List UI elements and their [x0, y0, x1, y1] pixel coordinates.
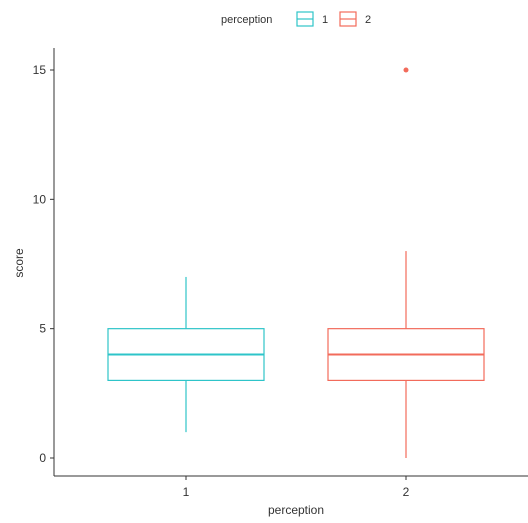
- y-axis-title: score: [12, 248, 26, 278]
- legend-label-1: 1: [322, 14, 328, 26]
- x-axis-title: perception: [268, 503, 324, 517]
- boxes: [108, 68, 484, 459]
- x-tick-label-2: 2: [403, 485, 410, 499]
- legend-title: perception: [221, 14, 272, 26]
- outlier-2-0: [404, 68, 409, 73]
- box-2: [328, 68, 484, 459]
- legend-label-2: 2: [365, 14, 371, 26]
- y-tick-label-10: 10: [33, 192, 47, 206]
- box-1: [108, 277, 264, 432]
- y-tick-label-5: 5: [39, 322, 46, 336]
- y-axis-ticks: 0 5 10 15: [33, 63, 54, 465]
- x-tick-label-1: 1: [183, 485, 190, 499]
- legend-key-1: [297, 12, 313, 26]
- legend: perception 1 2: [221, 12, 371, 26]
- y-tick-label-0: 0: [39, 451, 46, 465]
- y-tick-label-15: 15: [33, 63, 47, 77]
- legend-key-2: [340, 12, 356, 26]
